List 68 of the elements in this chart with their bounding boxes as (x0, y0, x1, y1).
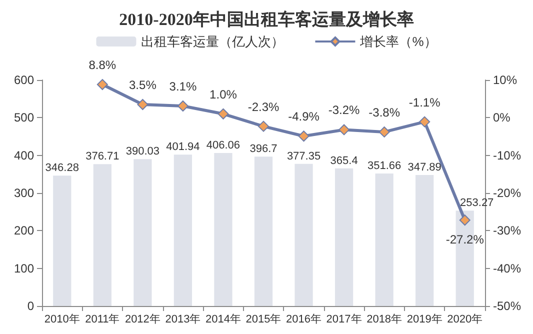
bar (134, 159, 152, 306)
data-label: 346.28 (45, 162, 79, 174)
legend-label: 增长率（%） (359, 34, 437, 49)
x-tick-label: 2016年 (286, 314, 322, 326)
x-tick-label: 2020年 (447, 314, 483, 326)
bar (416, 174, 434, 306)
data-label: 365.4 (330, 154, 358, 167)
x-tick-label: 2014年 (205, 314, 241, 326)
bar (93, 164, 112, 306)
y-tick-label: 300 (14, 186, 34, 200)
point (459, 214, 470, 226)
y2-tick-label: -10% (493, 148, 522, 162)
data-label: 376.71 (86, 150, 120, 163)
legend-label: 出租车客运量（亿人次） (141, 34, 284, 49)
y2-tick-label: 10% (493, 73, 518, 87)
y-tick-label: 400 (14, 148, 34, 162)
data-label: 406.06 (206, 140, 240, 152)
y-tick-label: 600 (14, 73, 34, 87)
data-label: 401.94 (166, 141, 200, 154)
x-tick-label: 2010年 (44, 314, 80, 326)
x-tick-label: 2015年 (246, 314, 282, 326)
bar (53, 176, 72, 306)
y2-tick-label: 0% (493, 110, 511, 125)
point (177, 100, 188, 112)
x-tick-label: 2011年 (85, 314, 120, 326)
y-tick-label: 200 (14, 224, 34, 238)
x-tick-label: 2019年 (406, 314, 442, 326)
point (218, 108, 229, 120)
y-tick-label: 500 (14, 110, 34, 125)
point (419, 116, 430, 128)
bar (254, 156, 273, 306)
data-label: 351.66 (367, 160, 402, 172)
x-tick-label: 2012年 (124, 314, 160, 326)
y2-tick-label: -30% (493, 224, 522, 238)
x-tick-label: 2018年 (366, 314, 402, 326)
bar (375, 174, 394, 306)
point (96, 79, 108, 90)
point (137, 98, 148, 110)
data-label: -2.3% (248, 100, 280, 114)
data-label: 396.7 (250, 143, 278, 156)
data-label: -4.9% (288, 110, 320, 124)
point (298, 130, 310, 142)
bar (334, 168, 354, 306)
bar (174, 154, 192, 306)
bar (294, 164, 313, 306)
data-label: 8.8% (88, 58, 116, 72)
x-tick-label: 2013年 (165, 314, 201, 326)
data-label: -1.1% (408, 95, 441, 110)
data-label: 1.0% (210, 87, 238, 102)
y2-tick-label: -40% (493, 261, 522, 276)
y2-tick-label: -20% (493, 186, 522, 200)
point (338, 124, 350, 136)
data-label: 3.5% (129, 78, 157, 92)
data-label: 3.1% (169, 79, 197, 94)
data-label: 390.03 (126, 146, 160, 158)
data-label: 347.89 (408, 161, 442, 174)
y-tick-label: 0 (27, 299, 34, 313)
data-label: -27.2% (446, 232, 484, 247)
point (378, 126, 390, 138)
x-tick-label: 2017年 (326, 314, 362, 326)
chart-title: 2010-2020年中国出租车客运量及增长率 (119, 10, 414, 29)
data-label: -3.8% (368, 105, 400, 120)
data-label: -3.2% (328, 103, 360, 118)
y2-tick-label: -50% (493, 299, 522, 313)
data-label: 377.35 (286, 150, 321, 162)
bar (214, 153, 232, 306)
y-tick-label: 100 (14, 261, 34, 276)
point (258, 120, 269, 132)
